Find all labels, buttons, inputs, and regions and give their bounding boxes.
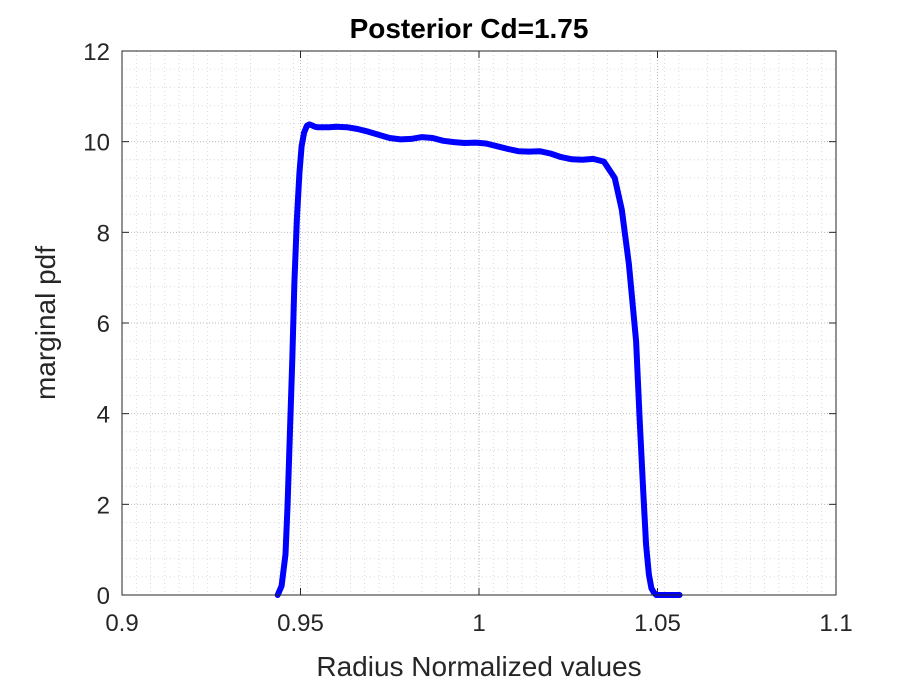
series-layer xyxy=(274,121,683,598)
y-tick-labels: 0 2 4 6 8 10 12 xyxy=(83,39,110,610)
x-tick-label: 1 xyxy=(472,610,485,637)
y-axis-label: marginal pdf xyxy=(30,246,61,400)
x-axis-label: Radius Normalized values xyxy=(316,651,641,682)
y-tick-label: 10 xyxy=(83,130,110,157)
y-tick-label: 4 xyxy=(97,402,110,429)
y-tick-label: 8 xyxy=(97,220,110,247)
y-tick-label: 12 xyxy=(83,39,110,66)
grid xyxy=(122,51,836,595)
x-tick-label: 1.1 xyxy=(819,610,852,637)
x-tick-labels: 0.9 0.95 1 1.05 1.1 xyxy=(105,610,852,637)
y-tick-label: 2 xyxy=(97,492,110,519)
plot-frame xyxy=(121,50,837,596)
x-tick-label: 0.9 xyxy=(105,610,138,637)
y-tick-label: 6 xyxy=(97,311,110,338)
x-tick-label: 0.95 xyxy=(277,610,324,637)
series-line xyxy=(274,121,683,598)
y-tick-label: 0 xyxy=(97,583,110,610)
x-tick-label: 1.05 xyxy=(634,610,681,637)
chart-title: Posterior Cd=1.75 xyxy=(350,13,589,44)
